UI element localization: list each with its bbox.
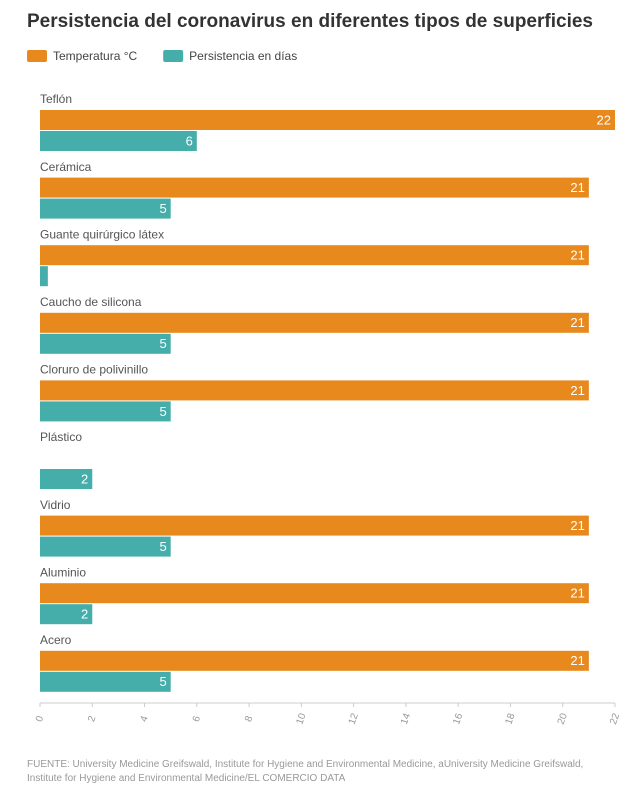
value-label: 5 (159, 336, 166, 351)
x-tick-label: 4 (139, 714, 151, 723)
x-tick-label: 8 (243, 714, 255, 723)
bar (40, 312, 589, 333)
value-label: 5 (159, 674, 166, 689)
category-label: Aluminio (40, 565, 86, 579)
bar (40, 333, 171, 354)
bar (40, 245, 589, 266)
value-label: 21 (570, 653, 584, 668)
value-label: 21 (570, 248, 584, 263)
x-tick-label: 16 (451, 712, 465, 727)
category-label: Cerámica (40, 160, 92, 174)
x-tick-label: 18 (504, 712, 518, 727)
x-tick-label: 0 (34, 714, 46, 723)
value-label: 21 (570, 180, 584, 195)
bar (40, 177, 589, 198)
bar (40, 401, 171, 422)
bar (40, 469, 93, 489)
value-label: 2 (81, 471, 88, 486)
bar (40, 515, 589, 536)
value-label: 21 (570, 586, 584, 601)
value-label: 21 (570, 518, 584, 533)
chart-title: Persistencia del coronavirus en diferent… (27, 11, 593, 32)
category-label: Vidrio (40, 498, 71, 512)
category-label: Cloruro de polivinillo (40, 363, 148, 377)
x-tick-label: 14 (399, 712, 413, 727)
x-tick-label: 22 (608, 712, 622, 727)
bar (40, 131, 197, 151)
value-label: 2 (81, 607, 88, 622)
x-tick-label: 6 (191, 714, 203, 723)
source: FUENTE: University Medicine Greifswald, … (27, 759, 584, 784)
value-label: 5 (159, 404, 166, 419)
value-label: 5 (159, 539, 166, 554)
value-label: 22 (597, 112, 611, 127)
value-label: 21 (570, 383, 584, 398)
bar (40, 198, 171, 219)
bar (40, 536, 171, 557)
bar (40, 671, 171, 692)
value-label: 5 (159, 201, 166, 216)
bar (40, 604, 93, 625)
x-tick-label: 20 (556, 712, 570, 727)
bar (40, 380, 589, 401)
x-tick-label: 10 (294, 712, 308, 727)
legend-swatch (27, 50, 47, 62)
bar (40, 650, 589, 671)
legend-label: Persistencia en días (189, 49, 297, 63)
value-label: 6 (186, 133, 193, 148)
category-label: Guante quirúrgico látex (40, 227, 164, 241)
category-label: Teflón (40, 92, 72, 106)
category-label: Caucho de silicona (40, 295, 142, 309)
legend-label: Temperatura °C (53, 49, 137, 63)
bar (40, 266, 48, 287)
category-label: Plástico (40, 430, 82, 444)
bar (40, 110, 615, 130)
bar (40, 583, 589, 604)
value-label: 21 (570, 315, 584, 330)
x-tick-label: 2 (86, 714, 98, 723)
legend-swatch (163, 50, 184, 62)
x-tick-label: 12 (347, 712, 361, 727)
category-label: Acero (40, 633, 72, 647)
